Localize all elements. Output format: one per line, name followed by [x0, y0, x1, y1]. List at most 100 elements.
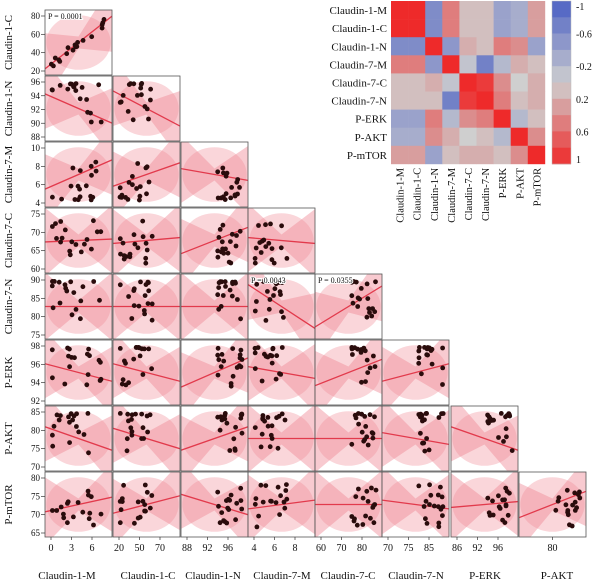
data-point	[238, 316, 244, 322]
data-point	[281, 315, 286, 320]
data-point	[74, 424, 79, 429]
y-tick-label: 4	[36, 198, 41, 208]
data-point	[278, 372, 284, 377]
data-point	[253, 496, 259, 501]
data-point	[125, 411, 131, 417]
data-point	[217, 520, 223, 526]
data-point	[146, 346, 152, 352]
data-point	[91, 522, 96, 528]
data-point	[51, 423, 57, 429]
data-point	[228, 195, 234, 201]
x-tick-label: 70	[337, 543, 347, 554]
regression-line	[113, 162, 180, 187]
data-point	[363, 379, 368, 384]
data-point	[356, 421, 361, 427]
data-point	[146, 116, 151, 122]
cell-frame	[112, 471, 181, 538]
data-point	[74, 411, 79, 417]
scatter-matrix: P = 0.0001 P = 0.0043 P = 0.0355	[44, 9, 587, 538]
heatmap-cell	[459, 19, 477, 38]
heatmap-cell	[391, 145, 409, 165]
colorbar-frame	[551, 0, 572, 165]
data-point	[135, 93, 140, 98]
heatmap-cell	[442, 37, 460, 56]
data-point	[71, 514, 76, 520]
data-point	[239, 430, 245, 436]
data-point	[85, 351, 90, 357]
data-point	[349, 293, 355, 299]
data-point	[269, 353, 275, 359]
data-point	[72, 355, 77, 361]
data-point	[123, 360, 128, 366]
p-value-annotation: P = 0.0043	[251, 276, 286, 285]
data-point	[237, 185, 242, 190]
y-tick-label: 40	[31, 48, 41, 58]
data-point	[49, 283, 55, 289]
data-point	[145, 429, 151, 435]
data-point	[143, 240, 149, 246]
data-point	[278, 292, 283, 297]
heatmap-row-label: Claudin-1-M	[330, 5, 388, 17]
y-tick-label: 75	[31, 209, 41, 219]
row-label-claudin-1-c: Claudin-1-C	[3, 15, 15, 70]
heatmap-cell	[476, 55, 494, 74]
data-point	[134, 186, 140, 191]
heatmap-cell	[425, 145, 443, 165]
y-tick-label: 60	[31, 29, 41, 39]
data-point	[130, 117, 136, 123]
y-tick-label: 85	[31, 407, 41, 417]
data-point	[220, 246, 226, 252]
colorbar-tick-label: -1	[576, 2, 584, 13]
data-point	[137, 197, 142, 203]
data-point	[565, 508, 571, 513]
data-point	[282, 505, 288, 511]
regression-line	[45, 93, 112, 124]
data-point	[91, 279, 97, 284]
data-point	[126, 180, 132, 185]
data-point	[282, 417, 288, 423]
data-point	[81, 432, 87, 437]
data-point	[365, 370, 371, 375]
data-point	[140, 218, 146, 224]
data-point	[80, 509, 86, 515]
colorbar-segment	[552, 98, 571, 116]
data-point	[350, 300, 356, 306]
data-point	[73, 307, 79, 312]
data-point	[424, 436, 429, 441]
data-point	[56, 417, 62, 423]
scatter-cell-p-mtor-vs-claudin-1-m	[44, 471, 113, 538]
data-point	[269, 360, 275, 366]
data-point	[261, 279, 266, 284]
data-point	[98, 229, 104, 235]
data-point	[84, 382, 90, 388]
data-point	[504, 488, 510, 494]
data-point	[221, 194, 226, 200]
heatmap-cell	[527, 1, 546, 20]
y-tick-label: 96	[31, 77, 41, 87]
data-point	[238, 415, 244, 421]
scatter-cell-p-mtor-vs-p-erk	[450, 471, 519, 538]
x-tick-label: 0	[49, 543, 54, 554]
data-point	[50, 375, 55, 381]
data-point	[364, 488, 370, 494]
data-point	[235, 297, 240, 302]
data-point	[363, 424, 369, 429]
data-point	[141, 436, 147, 441]
data-point	[238, 498, 244, 503]
data-point	[423, 498, 429, 504]
row-label-p-mtor: P-mTOR	[3, 484, 15, 525]
y-tick-label: 80	[31, 425, 41, 435]
data-point	[371, 520, 377, 526]
data-point	[232, 192, 238, 198]
x-tick-label: 4	[252, 543, 257, 554]
data-point	[65, 45, 71, 51]
data-point	[149, 493, 155, 498]
data-point	[496, 504, 502, 510]
x-tick-label: 85	[424, 543, 434, 554]
data-point	[226, 259, 232, 265]
data-point	[258, 444, 264, 450]
data-point	[238, 412, 244, 418]
p-value-annotation: P = 0.0355	[318, 276, 353, 285]
data-point	[252, 425, 258, 430]
data-point	[133, 411, 138, 417]
